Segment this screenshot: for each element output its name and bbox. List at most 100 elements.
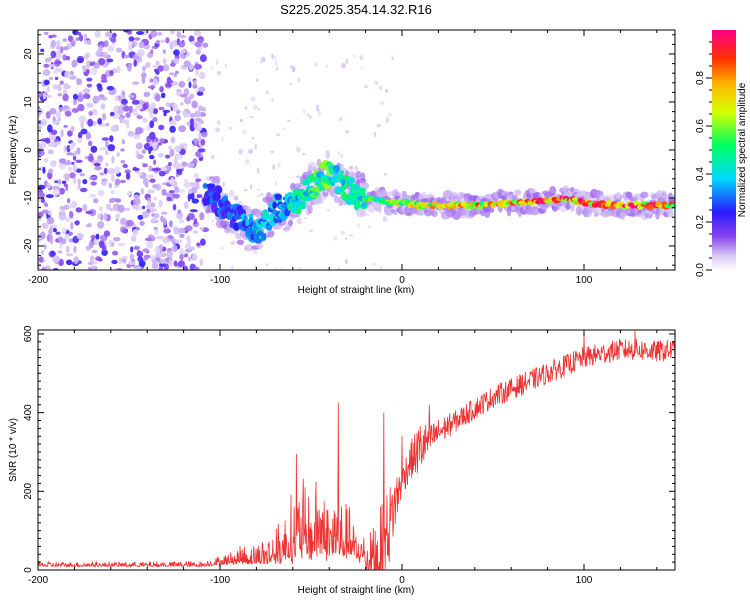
noise-speck — [142, 117, 149, 124]
noise-speck — [97, 221, 105, 229]
noise-speck — [149, 202, 156, 208]
noise-speck — [194, 41, 202, 48]
noise-speck — [57, 83, 62, 92]
noise-speck — [146, 240, 154, 249]
noise-speck — [149, 146, 153, 152]
noise-speck — [174, 145, 182, 153]
noise-speck — [108, 89, 117, 96]
noise-speck — [48, 76, 54, 81]
noise-speck — [155, 60, 160, 66]
sparse-speck — [256, 107, 261, 111]
noise-speck — [132, 56, 141, 60]
sparse-speck — [371, 262, 376, 267]
noise-speck — [172, 244, 178, 253]
noise-speck — [106, 58, 114, 63]
sparse-speck — [248, 149, 254, 154]
noise-speck — [98, 45, 104, 48]
noise-speck — [54, 60, 62, 65]
sparse-speck — [296, 146, 301, 153]
ridge-cell — [262, 209, 269, 218]
noise-speck — [50, 40, 57, 48]
sparse-speck — [259, 193, 265, 197]
noise-speck — [165, 83, 173, 87]
ridge-halo — [640, 191, 649, 198]
noise-speck — [60, 129, 64, 138]
noise-speck — [177, 209, 182, 214]
spectrogram-ylabel: Frequency (Hz) — [8, 116, 19, 185]
noise-speck — [117, 107, 124, 115]
noise-speck — [147, 85, 156, 89]
ridge-halo — [229, 189, 235, 197]
noise-speck — [126, 63, 132, 72]
sparse-speck — [359, 55, 364, 60]
noise-speck — [199, 71, 206, 80]
noise-speck — [151, 167, 159, 172]
ridge-halo — [256, 243, 264, 249]
noise-speck — [102, 112, 106, 121]
noise-speck — [153, 159, 157, 165]
noise-speck — [40, 138, 49, 142]
sparse-speck — [252, 104, 258, 110]
noise-speck — [152, 116, 158, 123]
noise-speck — [50, 50, 57, 59]
sparse-speck — [314, 61, 318, 68]
noise-speck — [183, 182, 192, 188]
noise-speck — [52, 185, 60, 191]
noise-speck — [157, 65, 164, 72]
noise-speck — [122, 163, 128, 169]
noise-speck — [40, 48, 45, 53]
noise-speck — [117, 242, 126, 247]
noise-speck — [133, 37, 141, 41]
noise-speck — [99, 206, 103, 212]
noise-speck — [97, 212, 101, 220]
noise-speck — [132, 198, 141, 205]
noise-speck — [79, 187, 88, 193]
noise-speck — [55, 231, 61, 235]
noise-speck — [127, 260, 136, 266]
noise-speck — [173, 73, 177, 78]
noise-speck — [194, 137, 198, 146]
sparse-speck — [383, 216, 386, 220]
noise-speck — [68, 210, 74, 219]
noise-speck — [149, 120, 155, 129]
ridge-halo — [393, 210, 398, 216]
colorbar-tick-label: 0.0 — [695, 263, 706, 277]
noise-speck — [94, 166, 102, 171]
noise-speck — [39, 142, 47, 149]
noise-speck — [42, 92, 47, 100]
noise-speck — [158, 124, 165, 131]
sparse-speck — [317, 110, 322, 117]
noise-speck — [54, 138, 58, 143]
noise-speck — [198, 132, 202, 139]
noise-speck — [149, 113, 154, 119]
sparse-speck — [344, 58, 349, 65]
ridge-cell — [266, 225, 272, 231]
noise-speck — [181, 161, 188, 167]
noise-speck — [64, 70, 70, 79]
x-tick-label: 100 — [576, 275, 593, 286]
noise-speck — [153, 213, 160, 219]
noise-speck — [66, 152, 74, 156]
noise-speck — [151, 217, 158, 223]
sparse-speck — [270, 150, 274, 153]
sparse-speck — [304, 216, 307, 220]
snr-series-line — [38, 330, 675, 570]
ridge-halo — [360, 172, 366, 182]
noise-speck — [66, 259, 73, 266]
noise-speck — [85, 224, 92, 228]
ridge-halo — [235, 232, 242, 240]
noise-speck — [63, 124, 68, 128]
noise-speck — [158, 152, 164, 158]
noise-speck — [115, 213, 120, 220]
sparse-speck — [216, 120, 221, 126]
noise-speck — [48, 133, 57, 141]
noise-speck — [59, 205, 67, 211]
noise-speck — [187, 256, 192, 262]
noise-speck — [179, 247, 185, 255]
noise-speck — [138, 260, 146, 267]
sparse-speck — [255, 78, 259, 83]
noise-speck — [119, 95, 126, 100]
noise-speck — [90, 145, 98, 153]
sparse-speck — [252, 250, 255, 254]
y-tick-label: 400 — [23, 404, 34, 421]
